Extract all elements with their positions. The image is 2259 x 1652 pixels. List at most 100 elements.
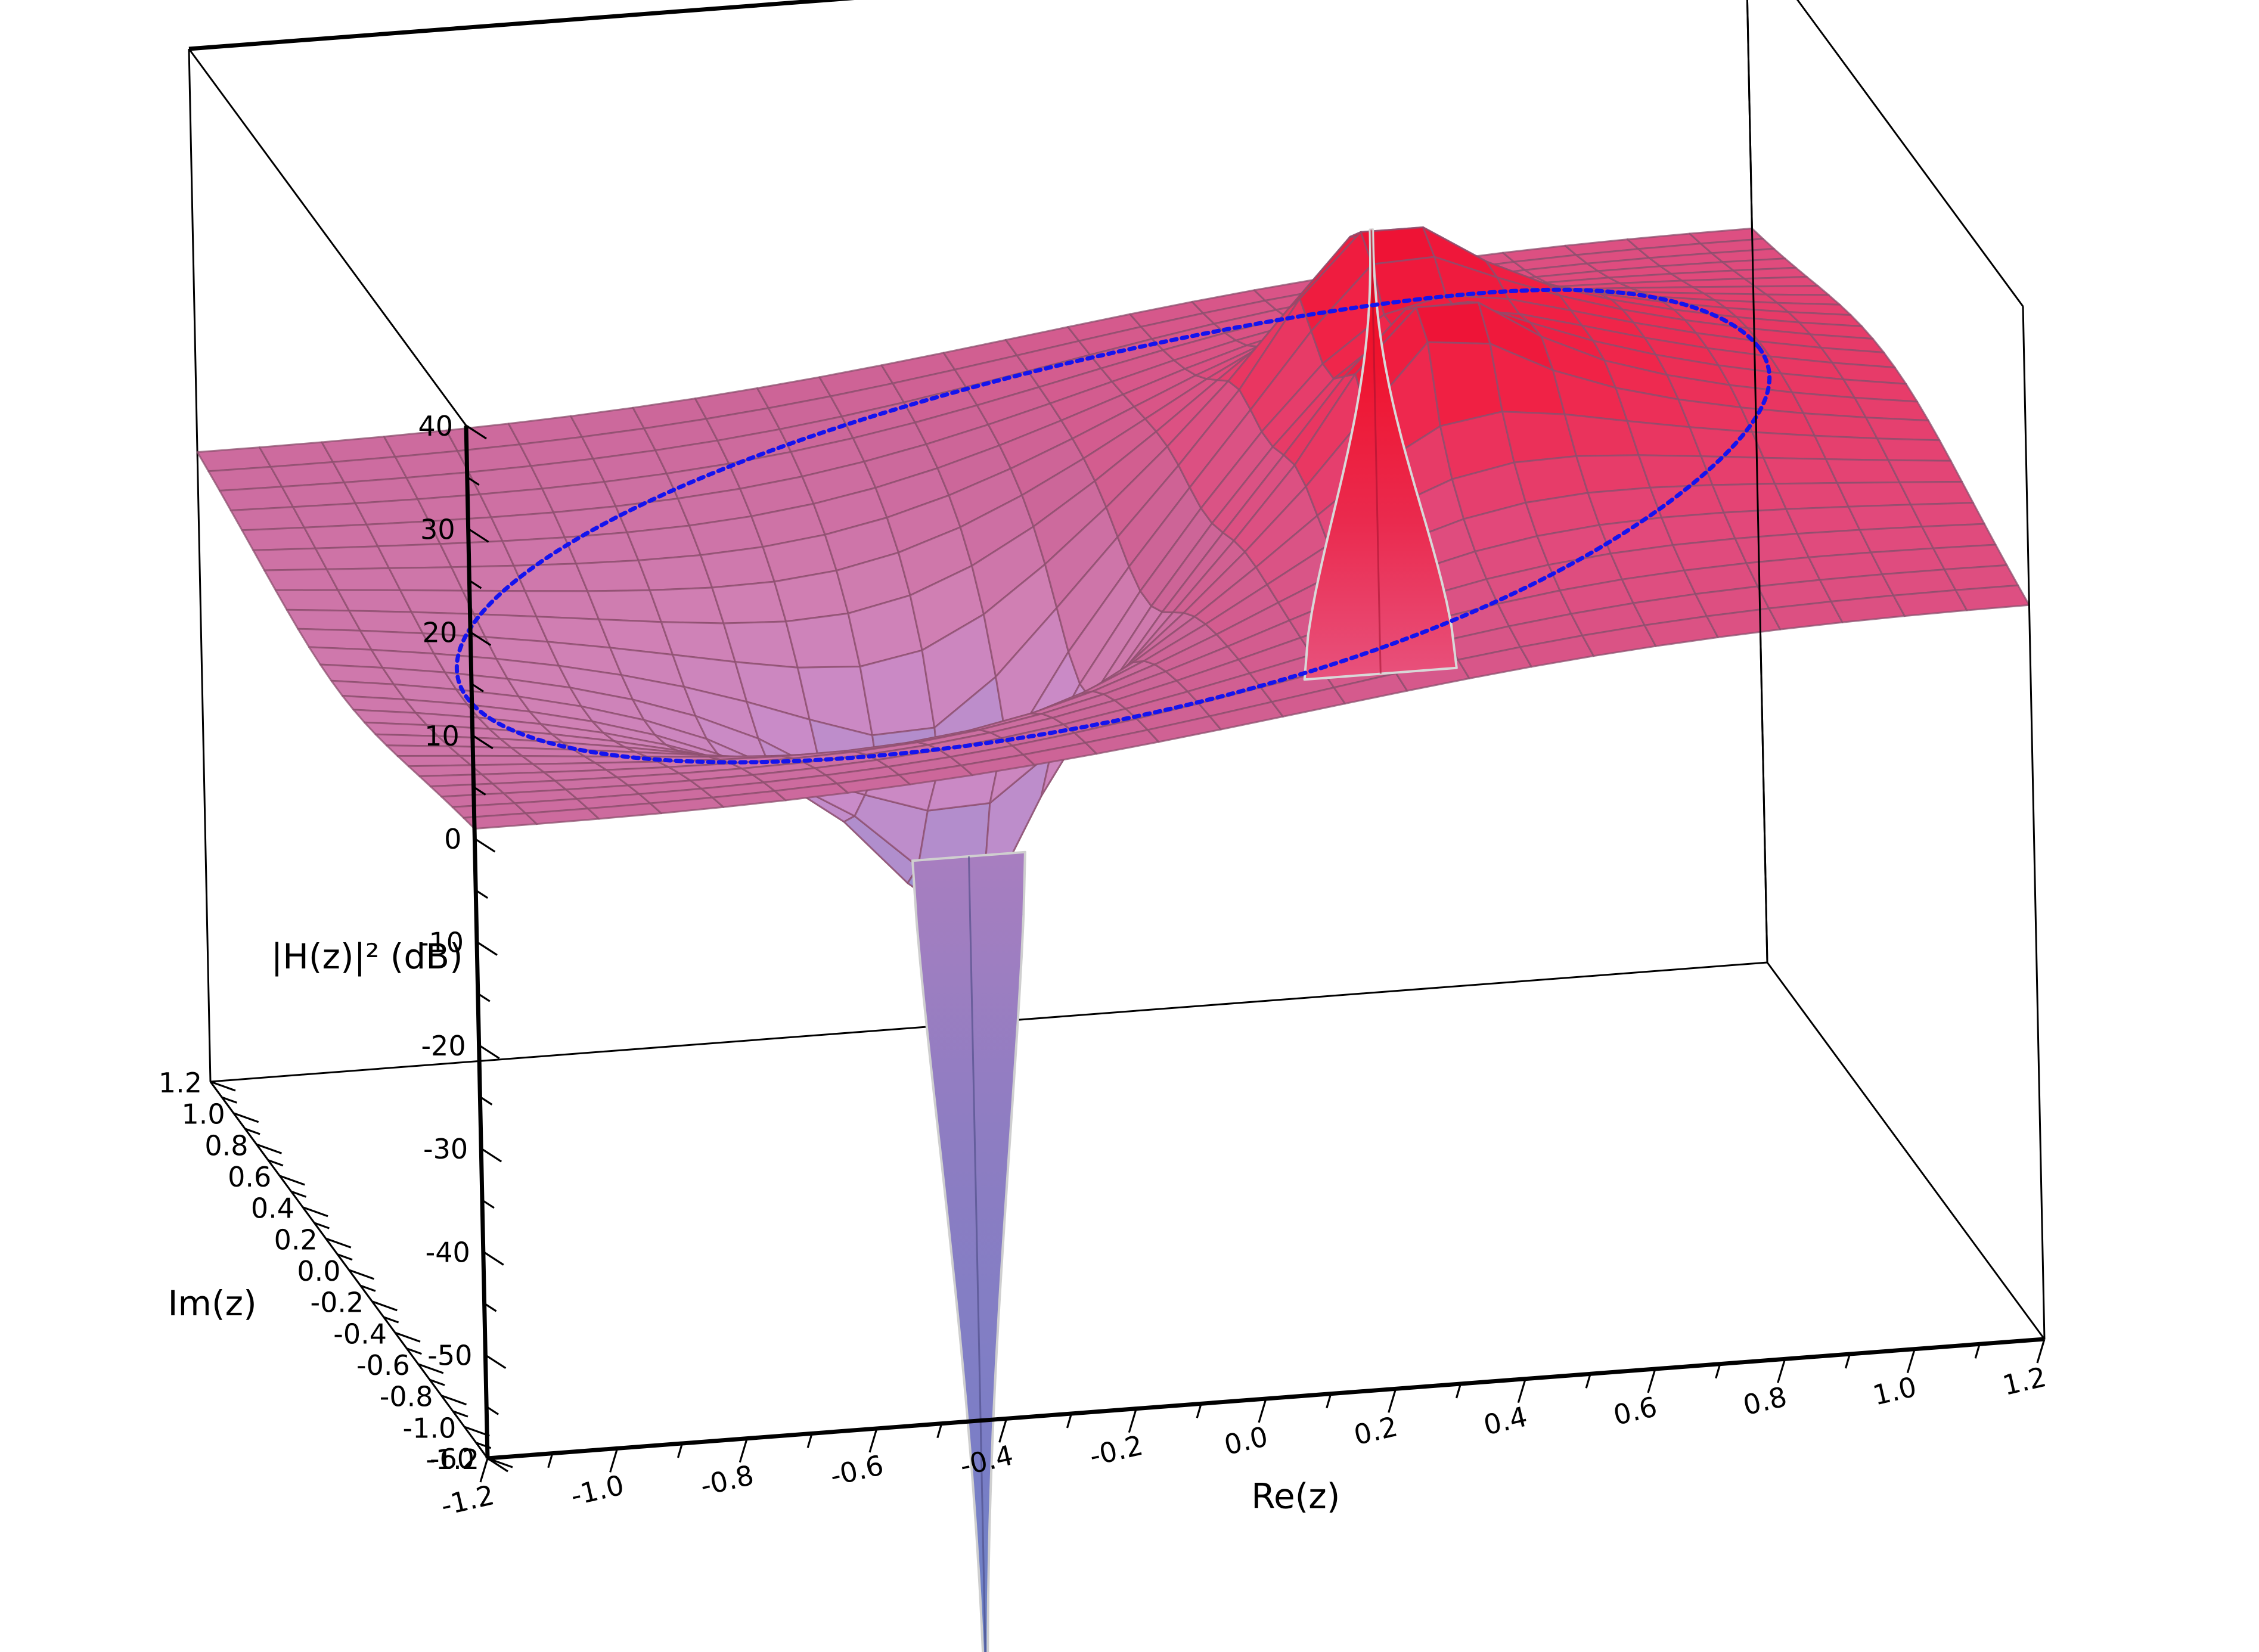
y-tick-label: 1.2 bbox=[159, 1067, 202, 1099]
y-minor-tick bbox=[337, 1253, 353, 1261]
z-tick-label: -20 bbox=[421, 1030, 466, 1062]
magnitude-axis-label: |H(z)|² (dB) bbox=[271, 936, 463, 977]
x-tick-label: -0.4 bbox=[957, 1439, 1016, 1482]
x-tick bbox=[2036, 1339, 2046, 1364]
y-minor-tick bbox=[268, 1159, 284, 1167]
y-tick-label: 0.8 bbox=[204, 1129, 248, 1162]
surface-patch bbox=[451, 564, 526, 592]
unit-circle-curve bbox=[454, 287, 1772, 765]
x-tick bbox=[1777, 1358, 1786, 1383]
surface-patch bbox=[700, 546, 775, 589]
x-minor-tick bbox=[1326, 1393, 1332, 1409]
y-minor-tick bbox=[406, 1347, 422, 1355]
surface-patch bbox=[1743, 276, 1819, 288]
surface-patch bbox=[711, 580, 787, 625]
unit-circle bbox=[454, 287, 1772, 765]
surface-patch bbox=[564, 531, 640, 565]
x-minor-tick bbox=[1585, 1373, 1591, 1389]
z-tick bbox=[467, 527, 489, 543]
surface-patch bbox=[252, 547, 328, 572]
zero-spike bbox=[911, 850, 1026, 1652]
x-tick-label: 1.2 bbox=[2000, 1361, 2049, 1402]
x-tick bbox=[479, 1458, 489, 1483]
y-tick bbox=[395, 1331, 421, 1343]
x-tick-label: -1.2 bbox=[438, 1479, 498, 1522]
x-tick bbox=[998, 1418, 1008, 1443]
x-minor-tick bbox=[936, 1423, 943, 1439]
x-tick-label: 0.8 bbox=[1740, 1380, 1789, 1421]
x-minor-tick bbox=[1066, 1413, 1073, 1429]
surface-patch bbox=[1711, 483, 1788, 514]
x-minor-tick bbox=[547, 1453, 554, 1468]
z-tick bbox=[485, 1354, 507, 1370]
y-tick bbox=[279, 1175, 305, 1186]
surface-patch bbox=[1836, 481, 1912, 508]
x-tick-label: 1.0 bbox=[1870, 1371, 1919, 1412]
y-tick-label: 0.2 bbox=[274, 1224, 318, 1256]
surface-patch bbox=[490, 511, 566, 542]
z-tick bbox=[470, 631, 492, 646]
z-tick bbox=[478, 1044, 500, 1060]
z-tick-label: -50 bbox=[427, 1340, 472, 1372]
z-tick bbox=[482, 1251, 504, 1266]
surface-patch bbox=[1865, 417, 1941, 442]
surface-patch bbox=[1898, 480, 1974, 506]
x-tick-label: 0.4 bbox=[1481, 1401, 1530, 1442]
surface-patch bbox=[648, 586, 725, 625]
x-tick bbox=[1258, 1398, 1267, 1423]
surface-patch bbox=[314, 545, 390, 570]
z-tick bbox=[471, 734, 494, 750]
x-tick bbox=[1128, 1408, 1137, 1433]
surface-patch bbox=[354, 498, 430, 526]
surface-patch bbox=[1892, 589, 1968, 617]
y-tick-label: 1.0 bbox=[182, 1098, 225, 1131]
z-minor-tick bbox=[482, 1199, 495, 1209]
x-minor-tick bbox=[806, 1433, 813, 1448]
x-tick bbox=[868, 1428, 878, 1453]
surface-patch bbox=[1637, 454, 1714, 489]
y-tick bbox=[256, 1143, 283, 1154]
surface-patch bbox=[637, 554, 713, 591]
x-tick bbox=[1906, 1349, 1916, 1374]
y-tick bbox=[371, 1300, 398, 1312]
x-minor-tick bbox=[1974, 1343, 1981, 1359]
surface-patch bbox=[785, 612, 861, 669]
zero-spike-crest bbox=[968, 856, 986, 1652]
z-tick-label: -60 bbox=[430, 1443, 474, 1475]
z-tick-label: 40 bbox=[418, 410, 453, 442]
x-minor-tick bbox=[1455, 1383, 1462, 1399]
z-tick bbox=[476, 941, 498, 956]
y-minor-tick bbox=[476, 1442, 492, 1449]
y-tick-label: -1.0 bbox=[403, 1412, 457, 1444]
z-tick bbox=[466, 424, 487, 440]
x-minor-tick bbox=[677, 1443, 684, 1458]
im-axis-label: Im(z) bbox=[167, 1283, 256, 1324]
z-minor-tick bbox=[471, 682, 484, 693]
y-tick-label: -0.6 bbox=[356, 1349, 410, 1381]
y-tick bbox=[487, 1457, 513, 1468]
surface-patch bbox=[286, 608, 362, 632]
z-tick-label: -10 bbox=[419, 927, 464, 959]
surface-patch bbox=[1847, 504, 1923, 531]
surface-patch bbox=[1910, 502, 1985, 528]
surface-patch bbox=[1575, 454, 1652, 494]
y-tick bbox=[325, 1237, 352, 1249]
z-tick-label: -30 bbox=[423, 1133, 468, 1165]
surface-patch bbox=[263, 568, 339, 591]
surface-patch bbox=[377, 543, 452, 569]
y-minor-tick bbox=[360, 1284, 376, 1292]
surface-patch bbox=[1954, 584, 2030, 611]
x-tick-label: 0.0 bbox=[1221, 1420, 1271, 1461]
z-minor-tick bbox=[468, 579, 482, 589]
z-tick-label: 20 bbox=[423, 617, 458, 649]
y-tick-label: 0.6 bbox=[228, 1161, 271, 1193]
x-minor-tick bbox=[1196, 1403, 1202, 1418]
y-tick bbox=[418, 1363, 444, 1374]
z-tick-label: -40 bbox=[426, 1236, 470, 1268]
y-tick-label: -0.4 bbox=[333, 1318, 387, 1350]
y-minor-tick bbox=[383, 1316, 399, 1324]
x-tick bbox=[1388, 1388, 1397, 1413]
z-minor-tick bbox=[473, 786, 486, 796]
surface-patch bbox=[513, 563, 589, 592]
surface-patch bbox=[722, 620, 799, 669]
